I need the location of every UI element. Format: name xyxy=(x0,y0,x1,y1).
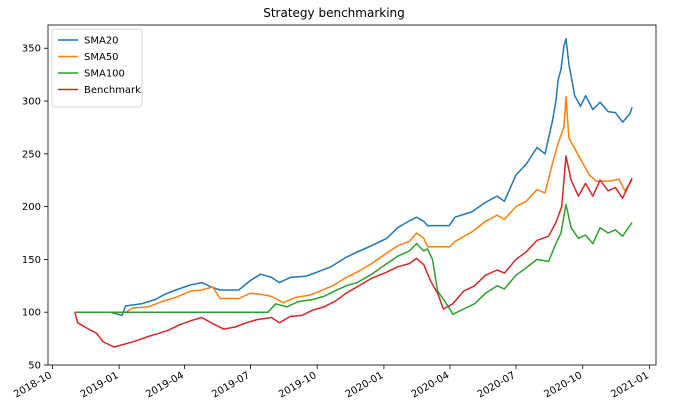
x-tick-label: 2019-04 xyxy=(144,370,186,400)
x-tick-label: 2020-10 xyxy=(543,370,585,400)
legend-label: SMA50 xyxy=(84,52,119,63)
y-tick-label: 100 xyxy=(22,308,41,319)
legend-label: SMA20 xyxy=(84,36,119,47)
legend-label: Benchmark xyxy=(84,85,141,96)
x-tick-label: 2018-10 xyxy=(12,370,54,400)
legend-box xyxy=(51,28,143,108)
series-line-sma20 xyxy=(74,37,633,317)
chart-title: Strategy benchmarking xyxy=(263,6,405,20)
x-tick-label: 2020-01 xyxy=(344,370,386,400)
y-tick-label: 350 xyxy=(22,44,41,55)
y-tick-label: 250 xyxy=(22,149,41,160)
y-tick-label: 200 xyxy=(22,202,41,213)
x-tick-label: 2020-07 xyxy=(476,370,518,400)
series-layer xyxy=(74,37,633,348)
series-line-sma100 xyxy=(74,203,633,316)
y-tick-label: 150 xyxy=(22,255,41,266)
series-line-sma50 xyxy=(74,96,633,313)
x-tick-label: 2019-10 xyxy=(277,370,319,400)
x-tick-label: 2020-04 xyxy=(410,370,452,400)
legend-label: SMA100 xyxy=(84,69,125,80)
x-tick-label: 2019-01 xyxy=(79,370,121,400)
x-tick-label: 2019-07 xyxy=(210,370,252,400)
x-axis: 2018-10 2019-01 2019-04 2019-07 2019-10 2020-… xyxy=(12,365,651,400)
plot-frame xyxy=(47,24,657,366)
y-tick-label: 300 xyxy=(22,97,41,108)
y-tick-label: 50 xyxy=(28,361,41,372)
y-axis: 50 100 150 200 250 300 350 xyxy=(22,44,48,372)
legend: SMA20 SMA50 SMA100 Benchmark xyxy=(51,28,143,108)
x-tick-label: 2021-01 xyxy=(609,370,651,400)
series-line-benchmark xyxy=(74,155,633,348)
